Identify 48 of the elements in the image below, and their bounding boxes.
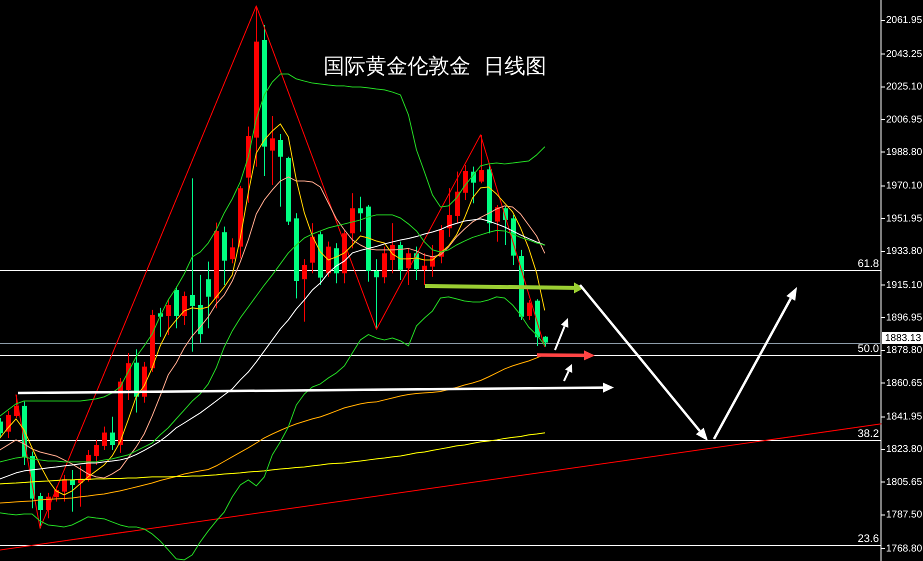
y-tick-label: 2006.95 <box>886 114 923 126</box>
y-tick-label: 1951.95 <box>886 213 923 224</box>
candlestick <box>206 261 211 329</box>
candlestick <box>110 416 115 450</box>
y-tick-label: 1768.80 <box>886 543 923 554</box>
y-tick-label: 1787.50 <box>886 510 923 521</box>
y-tick-label: 1860.65 <box>886 378 923 389</box>
candlestick <box>447 188 452 238</box>
y-tick-label: 2061.95 <box>886 15 923 26</box>
candlestick <box>479 134 484 184</box>
candlestick <box>190 178 195 352</box>
candlestick <box>62 474 67 502</box>
candlestick <box>543 335 548 348</box>
candlestick <box>270 116 275 186</box>
candlestick <box>102 426 107 450</box>
y-tick-label: 1896.95 <box>886 312 923 324</box>
candlestick <box>38 492 43 529</box>
candlestick <box>182 291 187 326</box>
ref-line-label: 1883.13 <box>885 333 922 344</box>
candlestick <box>302 258 307 322</box>
y-tick-label: 1823.80 <box>886 444 923 456</box>
candlestick <box>422 252 427 286</box>
y-tick-label: 2025.10 <box>886 82 923 93</box>
y-tick-label: 1805.65 <box>886 476 923 488</box>
candlestick <box>358 196 363 232</box>
candlestick <box>166 299 171 336</box>
y-tick-label: 2043.25 <box>886 48 923 60</box>
candlestick <box>495 204 500 242</box>
y-tick-label: 1915.10 <box>886 280 923 291</box>
y-tick-label: 1841.95 <box>886 412 923 423</box>
ref-line-label: 23.6 <box>858 533 879 546</box>
candlestick <box>230 238 235 264</box>
ref-line-label: 38.2 <box>858 428 879 440</box>
candlestick <box>382 246 387 284</box>
y-tick-label: 1933.80 <box>886 246 923 258</box>
y-tick-label: 1878.80 <box>886 345 923 356</box>
text: 国际黄金伦敦金 日线图 <box>323 54 547 78</box>
candlestick <box>278 134 283 208</box>
y-tick-label: 1988.80 <box>886 146 923 158</box>
candlestick <box>6 410 11 438</box>
candlestick <box>463 164 468 200</box>
ref-line-label: 61.8 <box>858 258 879 270</box>
candlestick <box>374 258 379 330</box>
candlestick <box>94 439 99 466</box>
candlestick <box>527 299 532 320</box>
ref-line-label: 50.0 <box>858 343 879 356</box>
y-tick-label: 1970.10 <box>886 180 923 192</box>
candlestick <box>70 470 75 512</box>
